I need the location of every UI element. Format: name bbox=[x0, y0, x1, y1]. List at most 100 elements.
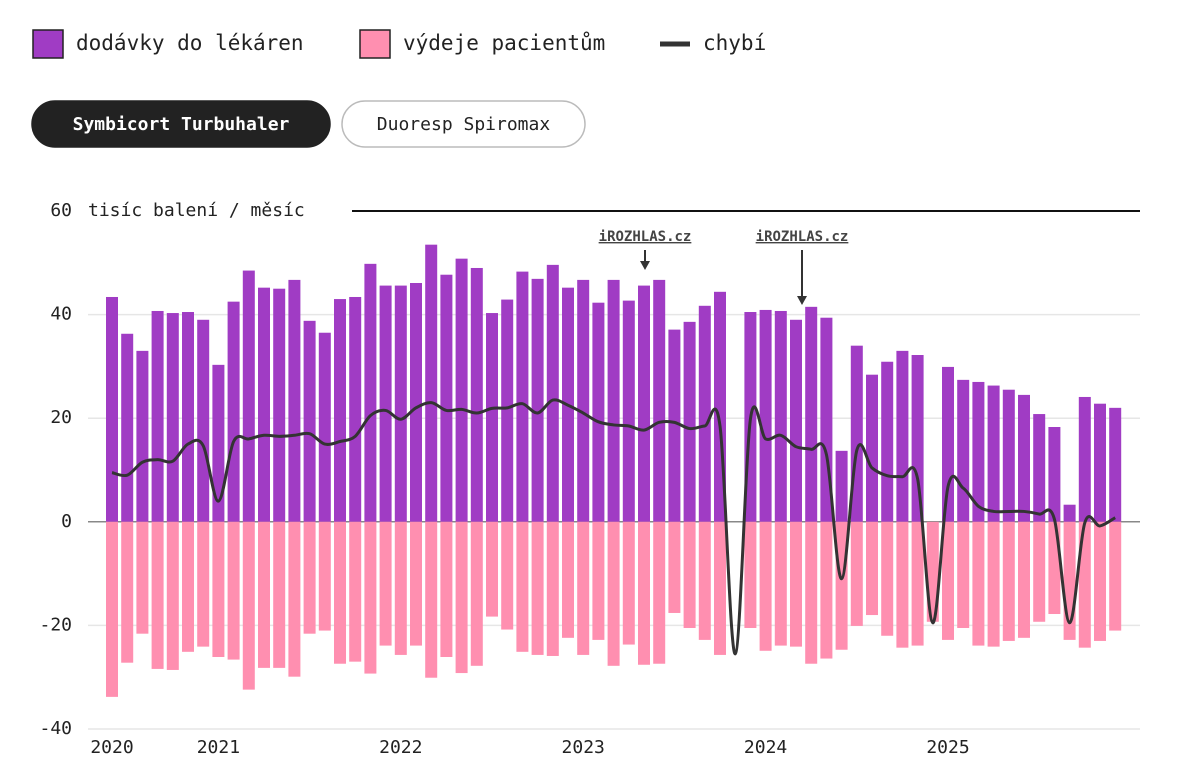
bar bbox=[501, 299, 514, 522]
bar bbox=[942, 521, 954, 640]
bar bbox=[425, 521, 438, 678]
bar bbox=[653, 521, 666, 664]
legend-label: chybí bbox=[703, 31, 766, 55]
bar bbox=[881, 361, 894, 522]
bar bbox=[318, 521, 331, 631]
bar bbox=[1109, 521, 1122, 631]
bar bbox=[394, 285, 407, 522]
bar bbox=[1048, 427, 1061, 522]
bar bbox=[303, 320, 316, 522]
bar bbox=[106, 521, 118, 697]
bar bbox=[470, 521, 483, 666]
bar bbox=[318, 332, 331, 522]
tab-button[interactable] bbox=[341, 100, 586, 148]
bar bbox=[759, 521, 772, 651]
bar bbox=[622, 521, 635, 645]
bar bbox=[774, 310, 787, 522]
bar bbox=[516, 271, 529, 522]
bar bbox=[546, 264, 559, 522]
bar bbox=[182, 521, 194, 652]
bar bbox=[197, 521, 210, 647]
y-tick-label: 60 bbox=[50, 200, 72, 221]
bar bbox=[136, 521, 149, 634]
bar bbox=[698, 305, 711, 522]
bar bbox=[212, 364, 225, 522]
bar bbox=[881, 521, 894, 636]
x-tick-label: 2020 bbox=[90, 737, 133, 758]
bar bbox=[349, 296, 362, 522]
bar bbox=[911, 355, 924, 522]
bar bbox=[379, 285, 392, 522]
bar bbox=[607, 521, 620, 666]
bar bbox=[1002, 389, 1015, 522]
bar bbox=[714, 521, 726, 655]
bar bbox=[759, 309, 772, 522]
bar bbox=[349, 521, 362, 662]
bar bbox=[288, 279, 301, 522]
bar bbox=[470, 267, 483, 522]
bar bbox=[106, 296, 118, 522]
bar bbox=[957, 379, 970, 522]
legend-label: výdeje pacientům bbox=[403, 30, 605, 55]
x-tick-label: 2021 bbox=[197, 737, 240, 758]
bar bbox=[455, 258, 468, 522]
annotation-arrowhead bbox=[640, 261, 650, 270]
bar bbox=[546, 521, 559, 656]
bar bbox=[379, 521, 392, 646]
annotation: iROZHLAS.cz bbox=[599, 229, 692, 245]
bar bbox=[668, 521, 681, 613]
bar bbox=[972, 521, 985, 646]
bar bbox=[410, 521, 422, 646]
bar bbox=[896, 350, 909, 522]
bar bbox=[653, 279, 666, 522]
bar bbox=[1063, 504, 1076, 522]
bar bbox=[486, 313, 498, 522]
tab-label[interactable]: Symbicort Turbuhaler bbox=[73, 114, 290, 135]
bar bbox=[531, 278, 544, 522]
bar bbox=[577, 521, 590, 655]
bar bbox=[1094, 521, 1106, 641]
bar bbox=[896, 521, 909, 648]
bar bbox=[121, 333, 134, 522]
bar bbox=[486, 521, 498, 617]
bar bbox=[501, 521, 514, 630]
bar bbox=[394, 521, 407, 655]
bar bbox=[790, 521, 802, 647]
bar bbox=[166, 313, 179, 522]
y-tick-label: 20 bbox=[50, 407, 72, 428]
bar bbox=[1078, 396, 1091, 522]
bar bbox=[698, 521, 711, 640]
bar bbox=[1002, 521, 1015, 641]
bar bbox=[805, 306, 818, 522]
bar bbox=[227, 301, 240, 522]
bar bbox=[425, 244, 438, 522]
bar bbox=[410, 283, 422, 522]
bar bbox=[1109, 407, 1122, 522]
bar bbox=[835, 450, 848, 522]
bar bbox=[850, 521, 863, 626]
bar bbox=[638, 285, 650, 522]
bar bbox=[242, 270, 255, 522]
tab-button[interactable] bbox=[31, 100, 331, 148]
bar bbox=[258, 521, 270, 668]
bar bbox=[668, 329, 681, 522]
bar bbox=[303, 521, 316, 634]
tab-label[interactable]: Duoresp Spiromax bbox=[377, 114, 551, 135]
bar bbox=[622, 300, 635, 522]
bar bbox=[288, 521, 301, 677]
bar bbox=[166, 521, 179, 670]
bar bbox=[820, 521, 833, 659]
bar bbox=[273, 288, 286, 522]
bar bbox=[744, 521, 757, 628]
bar bbox=[774, 521, 787, 646]
bar bbox=[835, 521, 848, 650]
line bbox=[111, 398, 1116, 656]
bar bbox=[440, 521, 453, 657]
bar bbox=[531, 521, 544, 655]
bar bbox=[516, 521, 529, 652]
x-tick-label: 2025 bbox=[926, 737, 969, 758]
bar bbox=[790, 319, 802, 522]
bar bbox=[1094, 403, 1106, 522]
bar bbox=[866, 374, 878, 522]
